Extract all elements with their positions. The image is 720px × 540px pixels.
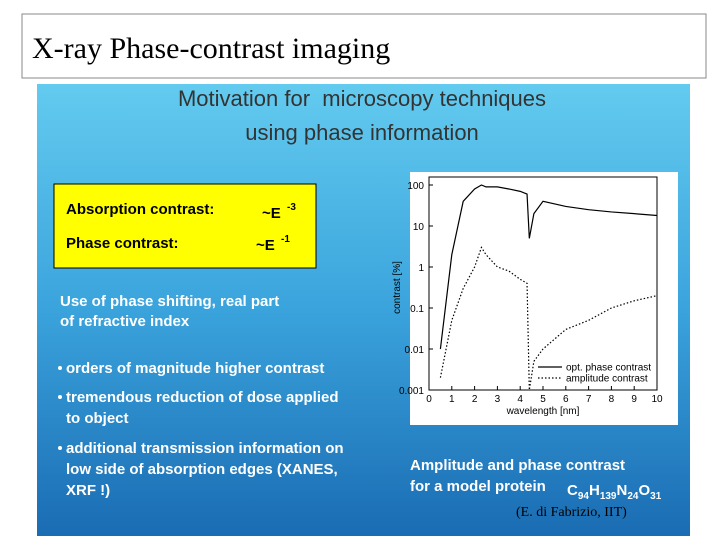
- x-tick-label: 10: [651, 394, 663, 405]
- box-label: Phase contrast:: [66, 235, 179, 252]
- x-tick-label: 7: [586, 394, 592, 405]
- legend-label: amplitude contrast: [566, 374, 648, 385]
- formula-sub: 24: [627, 491, 639, 502]
- bullet-dot: [58, 395, 62, 399]
- heading: Motivation for microscopy techniques: [178, 86, 546, 111]
- x-tick-label: 3: [495, 394, 501, 405]
- bullet: additional transmission information on: [66, 440, 344, 457]
- bullet: orders of magnitude higher contrast: [66, 360, 324, 377]
- x-tick-label: 6: [563, 394, 569, 405]
- series-line: [439, 246, 658, 391]
- y-tick-label: 1: [418, 263, 424, 274]
- formula-box: [53, 183, 317, 269]
- box-exp: -1: [281, 234, 290, 245]
- bullet: low side of absorption edges (XANES,: [66, 461, 338, 478]
- y-tick-label: 100: [407, 181, 424, 192]
- x-axis-label: wavelength [nm]: [506, 406, 580, 417]
- credit: (E. di Fabrizio, IIT): [516, 505, 627, 520]
- x-tick-label: 9: [631, 394, 637, 405]
- y-tick-label: 0.1: [410, 304, 424, 315]
- box-base: ~E: [256, 237, 275, 254]
- title-box: [21, 13, 707, 79]
- x-tick-label: 8: [609, 394, 615, 405]
- formula-part: O: [638, 482, 650, 499]
- intro: of refractive index: [60, 313, 190, 330]
- chart-box: [410, 172, 678, 425]
- y-tick-label: 0.01: [405, 345, 425, 356]
- caption: Amplitude and phase contrast: [410, 457, 625, 474]
- formula-sub: 94: [578, 491, 590, 502]
- bullet-dot: [58, 366, 62, 370]
- formula: C94H139N24O31: [567, 482, 662, 502]
- bullet: to object: [66, 410, 129, 427]
- formula-part: N: [617, 482, 628, 499]
- y-tick-label: 10: [413, 222, 425, 233]
- formula-part: H: [589, 482, 600, 499]
- box-base: ~E: [262, 205, 281, 222]
- x-tick-label: 2: [472, 394, 478, 405]
- x-tick-label: 5: [540, 394, 546, 405]
- caption: for a model protein: [410, 478, 546, 495]
- bullet: XRF !): [66, 482, 110, 499]
- x-tick-label: 1: [449, 394, 455, 405]
- y-tick-label: 0.001: [399, 386, 424, 397]
- box-label: Absorption contrast:: [66, 201, 214, 218]
- x-tick-label: 0: [426, 394, 432, 405]
- bullets: orders of magnitude higher contrast trem…: [58, 360, 344, 499]
- x-tick-label: 4: [517, 394, 523, 405]
- formula-part: C: [567, 482, 578, 499]
- intro: Use of phase shifting, real part: [60, 293, 279, 310]
- y-axis-label: contrast [%]: [392, 261, 403, 314]
- formula-sub: 139: [600, 491, 617, 502]
- slide-title: X-ray Phase-contrast imaging: [32, 32, 390, 65]
- formula-sub: 31: [650, 491, 662, 502]
- heading: using phase information: [245, 120, 479, 145]
- bullet-dot: [58, 446, 62, 450]
- box-exp: -3: [287, 202, 296, 213]
- series-line: [439, 184, 658, 350]
- bullet: tremendous reduction of dose applied: [66, 389, 339, 406]
- legend-label: opt. phase contrast: [566, 363, 651, 374]
